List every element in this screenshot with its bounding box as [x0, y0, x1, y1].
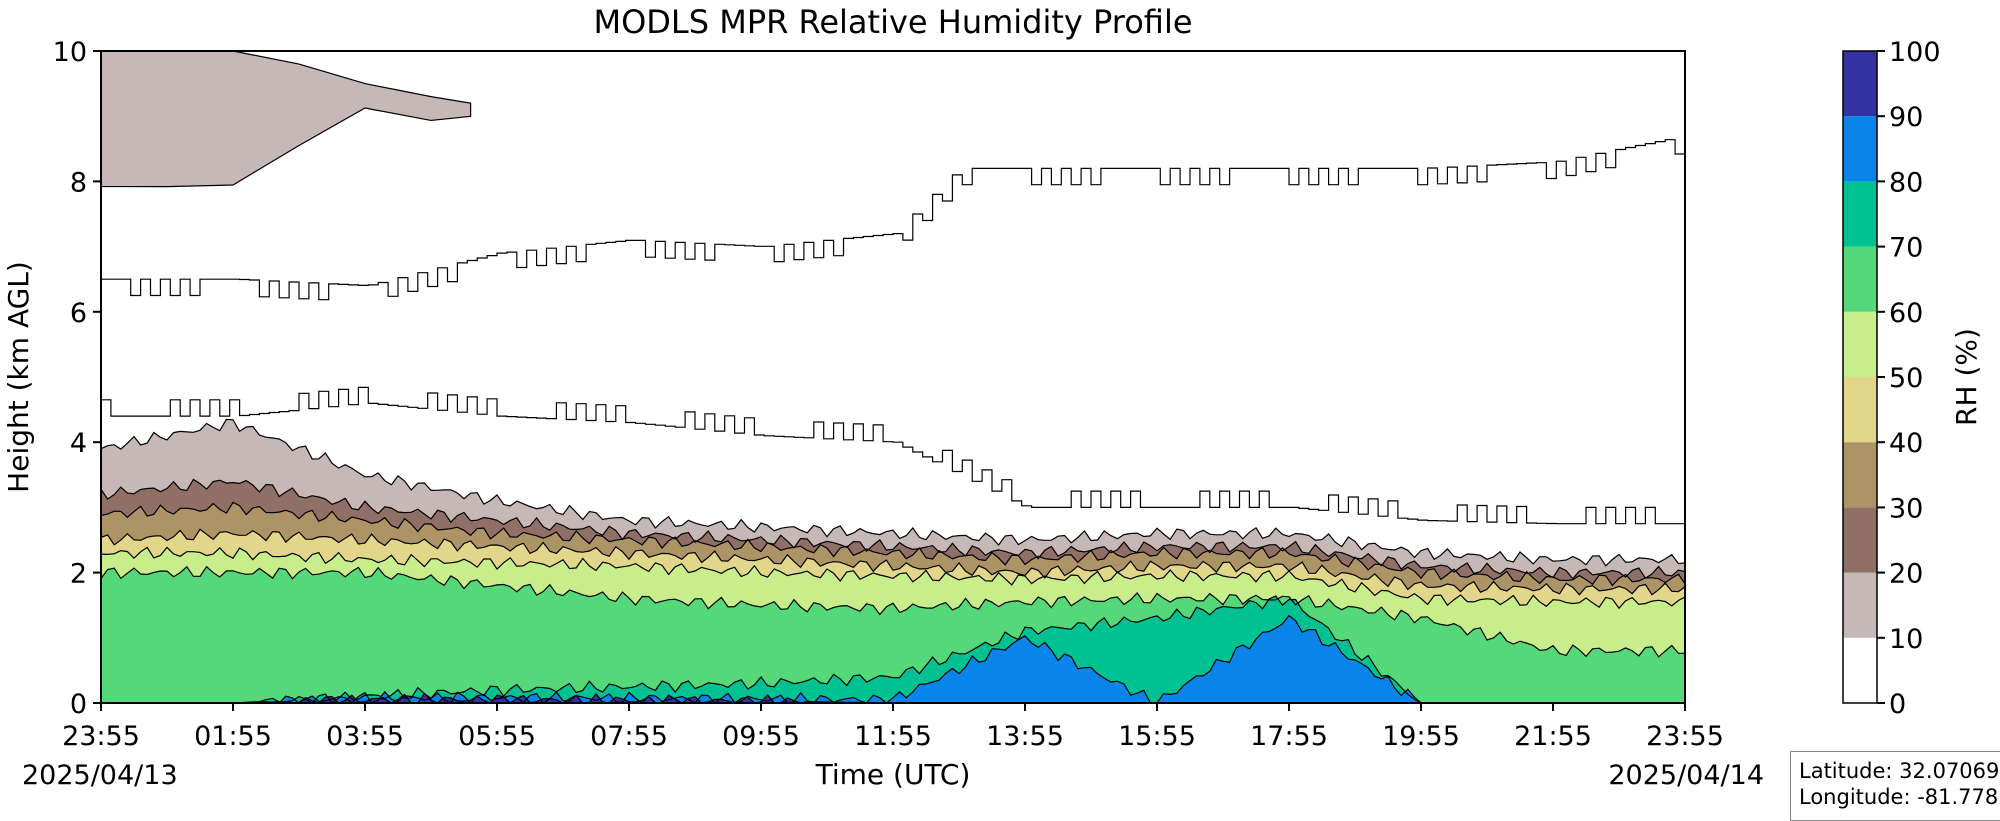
rh-contour-10	[101, 418, 1685, 567]
colorbar-tick-label: 30	[1889, 493, 1923, 524]
colorbar-segment-10	[1843, 572, 1877, 638]
colorbar-tick-label: 80	[1889, 167, 1923, 198]
colorbar-segment-60	[1843, 246, 1877, 312]
x-tick-label: 03:55	[326, 721, 404, 752]
y-tick-label: 4	[70, 428, 87, 459]
rh-contour-30	[101, 501, 1685, 587]
colorbar-segment-40	[1843, 377, 1877, 443]
x-tick-label: 05:55	[458, 721, 536, 752]
colorbar-tick-label: 60	[1889, 298, 1923, 329]
x-tick-label: 23:55	[62, 721, 140, 752]
end-date-label: 2025/04/14	[1608, 760, 1764, 791]
longitude-text: Longitude: -81.778	[1799, 785, 1999, 809]
x-axis: 23:55 01:55 03:55 05:55 07:55 09:55 11:55 13:55…	[62, 703, 1724, 752]
y-axis-label: Height (km AGL)	[2, 261, 35, 493]
colorbar-segment-50	[1843, 311, 1877, 377]
figure: MODLS MPR Relative Humidity Profile 23:5…	[2, 3, 1983, 791]
x-tick-label: 01:55	[194, 721, 272, 752]
rh-contour-20	[101, 478, 1685, 580]
colorbar-tick-label: 70	[1889, 233, 1923, 264]
colorbar-tick-label: 10	[1889, 624, 1923, 655]
rh-band-80	[101, 615, 1685, 703]
rh-contour-60	[101, 565, 1685, 658]
y-tick-label: 8	[70, 167, 87, 198]
colorbar-segment-0	[1843, 637, 1877, 703]
plot-area	[100, 50, 1686, 704]
x-tick-label: 13:55	[986, 721, 1064, 752]
y-tick-label: 0	[70, 689, 87, 720]
colorbar-label: RH (%)	[1950, 328, 1983, 426]
rh-contour-50	[101, 546, 1685, 610]
upper-contour-upper	[101, 135, 1685, 301]
colorbar-tick-label: 100	[1889, 37, 1941, 68]
colorbar-tick-label: 20	[1889, 559, 1923, 590]
upper-contour-lower	[101, 386, 1685, 525]
colorbar-tick-label: 40	[1889, 428, 1923, 459]
rh-contour-70	[101, 595, 1685, 703]
y-tick-label: 10	[53, 37, 87, 68]
colorbar-segment-30	[1843, 442, 1877, 508]
latitude-text: Latitude: 32.07069	[1799, 759, 2000, 783]
x-axis-label: Time (UTC)	[815, 758, 971, 791]
x-tick-label: 07:55	[590, 721, 668, 752]
colorbar-segment-70	[1843, 181, 1877, 247]
colorbar-tick-label: 90	[1889, 102, 1923, 133]
rh-contour-80	[101, 614, 1685, 703]
x-tick-label: 21:55	[1514, 721, 1592, 752]
colorbar-segment-20	[1843, 507, 1877, 573]
y-tick-label: 2	[70, 559, 87, 590]
upper-moist-layer	[101, 51, 472, 188]
x-tick-label: 19:55	[1382, 721, 1460, 752]
location-box: Latitude: 32.07069 Longitude: -81.778	[1790, 751, 2000, 821]
rh-contour-90	[101, 692, 1685, 703]
rh-contour-lines	[101, 135, 1685, 703]
colorbar-tick-label: 50	[1889, 363, 1923, 394]
chart-title: MODLS MPR Relative Humidity Profile	[593, 3, 1192, 41]
x-tick-label: 09:55	[722, 721, 800, 752]
x-tick-label: 11:55	[854, 721, 932, 752]
x-tick-label: 15:55	[1118, 721, 1196, 752]
colorbar: 0 10 20 30 40 50 60 70 80 90 100	[1842, 37, 1941, 720]
start-date-label: 2025/04/13	[22, 760, 178, 791]
colorbar-segment-90	[1843, 51, 1877, 117]
y-tick-label: 6	[70, 298, 87, 329]
x-tick-label: 23:55	[1646, 721, 1724, 752]
rh-contour-40	[101, 528, 1685, 596]
colorbar-tick-label: 0	[1889, 689, 1906, 720]
y-axis: 0 2 4 6 8 10	[53, 37, 101, 720]
x-tick-label: 17:55	[1250, 721, 1328, 752]
colorbar-segment-80	[1843, 116, 1877, 182]
